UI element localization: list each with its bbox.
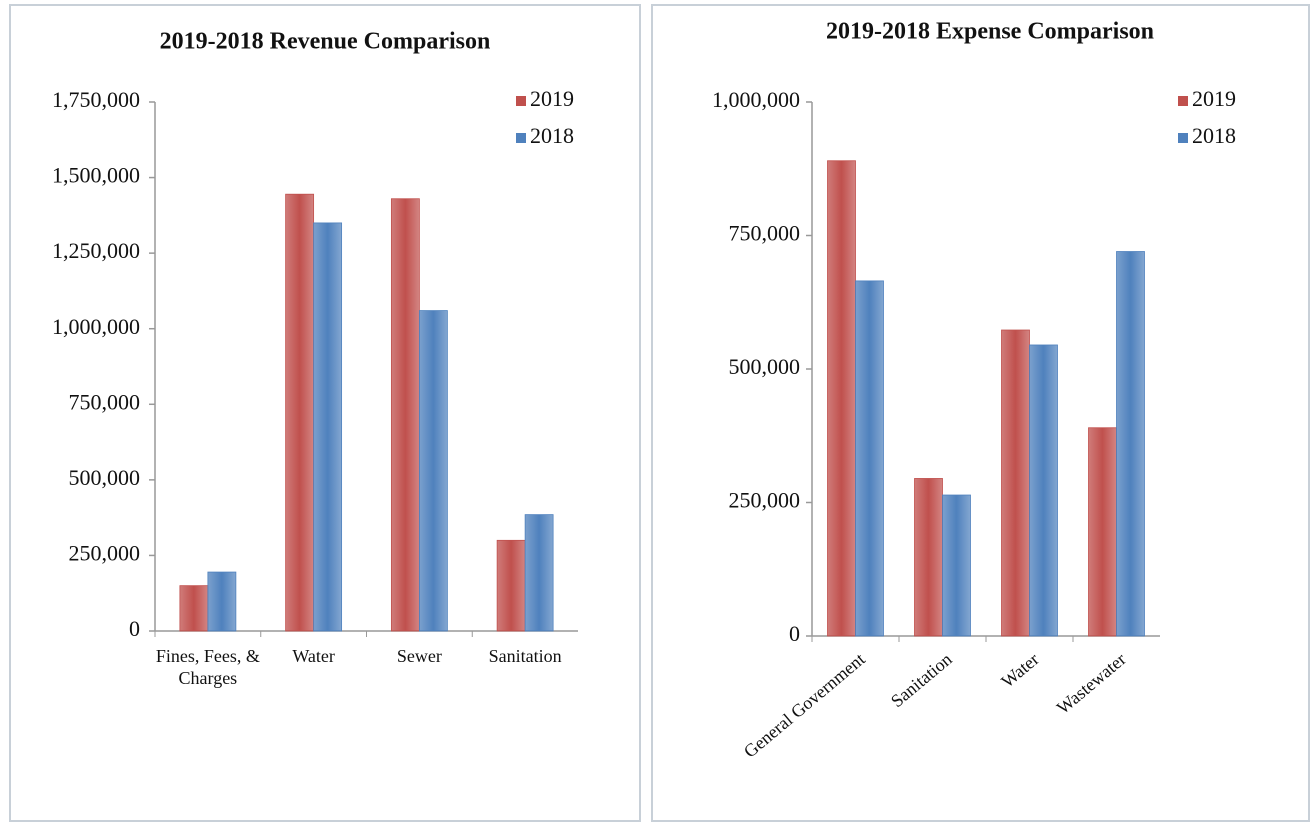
y-tick-label: 0 (789, 621, 800, 646)
bar (390, 198, 420, 632)
x-tick-label: Water (997, 649, 1042, 692)
y-tick-label: 1,000,000 (712, 87, 800, 112)
legend-swatch (1178, 96, 1188, 106)
legend-swatch (1178, 133, 1188, 143)
legend-label: 2018 (530, 123, 574, 148)
bar (1001, 329, 1030, 637)
chart-title: 2019-2018 Expense Comparison (826, 19, 1154, 45)
bar (942, 494, 971, 637)
bar (1088, 427, 1117, 637)
y-tick-label: 1,000,000 (52, 314, 140, 339)
legend-swatch (516, 96, 526, 106)
legend-label: 2019 (1192, 86, 1236, 111)
bar (418, 310, 448, 632)
x-tick-label: Sanitation (488, 646, 562, 666)
x-tick-label: Sanitation (887, 649, 956, 711)
bar (285, 193, 315, 632)
y-tick-label: 250,000 (729, 488, 801, 513)
y-tick-label: 1,500,000 (52, 163, 140, 188)
y-tick-label: 500,000 (729, 354, 801, 379)
legend-swatch (516, 133, 526, 143)
x-tick-label-box: Fines, Fees, & Charges (155, 646, 260, 688)
bar (524, 514, 554, 632)
x-tick-label: Wastewater (1053, 649, 1130, 718)
y-tick-label: 250,000 (69, 540, 141, 565)
x-tick-label-box: Sanitation (488, 646, 562, 666)
y-tick-label: 1,750,000 (52, 87, 140, 112)
x-tick-label: Sewer (396, 646, 442, 666)
bar (914, 478, 943, 637)
bar (313, 222, 343, 632)
legend-label: 2019 (530, 86, 574, 111)
legend-label: 2018 (1192, 123, 1236, 148)
y-tick-label: 750,000 (729, 221, 801, 246)
x-tick-label: Water (292, 646, 335, 666)
chart-title: 2019-2018 Revenue Comparison (160, 29, 491, 55)
bar (1029, 344, 1058, 637)
y-tick-label: 500,000 (69, 465, 141, 490)
bar (827, 160, 856, 637)
bar (207, 571, 237, 632)
x-tick-label-box: Water (292, 646, 335, 666)
bar (496, 539, 526, 632)
y-tick-label: 0 (129, 616, 140, 641)
panel-frame (9, 4, 641, 822)
bar (179, 585, 209, 632)
x-tick-label: Fines, Fees, & Charges (155, 646, 260, 688)
y-tick-label: 750,000 (69, 389, 141, 414)
x-tick-label-box: Sewer (396, 646, 442, 666)
bar (855, 280, 884, 637)
panel-frame (651, 4, 1310, 822)
bar (1116, 251, 1145, 637)
x-tick-label: General Government (740, 649, 869, 762)
y-tick-label: 1,250,000 (52, 238, 140, 263)
